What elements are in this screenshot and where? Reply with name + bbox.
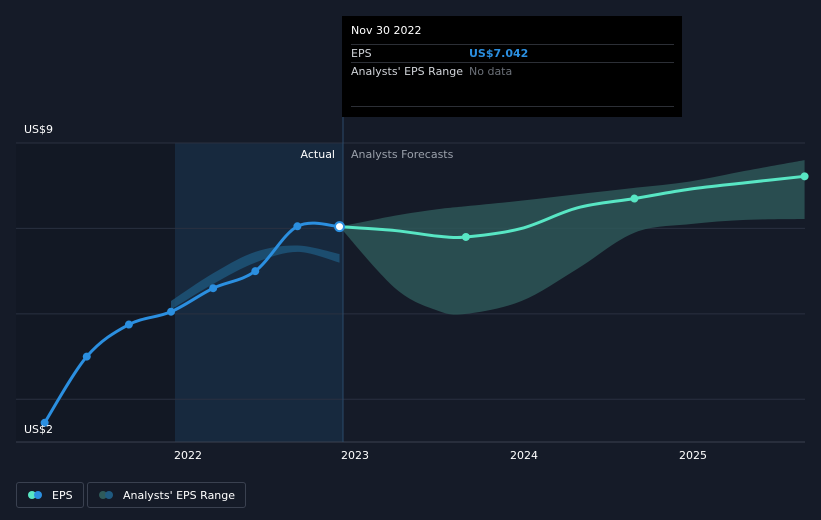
forecast-range-band: [339, 160, 805, 315]
tooltip-row-eps: EPS US$7.042: [351, 44, 674, 62]
tooltip-range-label: Analysts' EPS Range: [351, 65, 464, 78]
legend-eps[interactable]: EPS: [16, 482, 84, 508]
legend-eps-label: EPS: [52, 488, 73, 502]
x-tick-2024: 2024: [510, 449, 538, 462]
highlight-region: [175, 143, 343, 442]
forecast-line: [338, 174, 807, 240]
eps-point[interactable]: [167, 307, 176, 316]
tooltip: Nov 30 2022 EPS US$7.042 Analysts' EPS R…: [342, 16, 682, 117]
past-region-background: [16, 143, 175, 442]
x-tick-2023: 2023: [341, 449, 369, 462]
eps-point[interactable]: [334, 221, 346, 233]
grid-lines: [16, 142, 805, 443]
series-points: [40, 172, 809, 427]
range-swatch-icon: [99, 491, 115, 499]
y-tick-label-bottom: US$2: [24, 423, 54, 436]
x-tick-2022: 2022: [174, 449, 202, 462]
forecast-point[interactable]: [630, 194, 639, 203]
eps-point[interactable]: [40, 418, 49, 427]
forecast-label: Analysts Forecasts: [351, 148, 454, 161]
eps-point[interactable]: [251, 267, 260, 276]
tooltip-row-range: Analysts' EPS Range No data: [351, 62, 674, 80]
eps-point[interactable]: [82, 352, 91, 361]
past-range-band: [171, 245, 340, 310]
legend-range[interactable]: Analysts' EPS Range: [87, 482, 247, 508]
legend-range-label: Analysts' EPS Range: [123, 488, 236, 502]
eps-point[interactable]: [209, 284, 218, 293]
y-tick-label-top: US$9: [24, 123, 54, 136]
tooltip-eps-label: EPS: [351, 47, 372, 60]
eps-point[interactable]: [293, 222, 302, 231]
forecast-point[interactable]: [461, 232, 470, 241]
past-range-area: [171, 245, 340, 310]
forecast-point[interactable]: [800, 172, 809, 181]
tooltip-date: Nov 30 2022: [351, 24, 422, 37]
x-tick-2025: 2025: [679, 449, 707, 462]
forecast-range-area: [339, 160, 805, 315]
tooltip-eps-value: US$7.042: [469, 47, 529, 60]
tooltip-range-value: No data: [469, 65, 513, 78]
tooltip-divider: [351, 106, 674, 107]
eps-swatch-icon: [28, 491, 44, 499]
eps-point[interactable]: [124, 320, 133, 329]
actual-label: Actual: [300, 148, 335, 161]
